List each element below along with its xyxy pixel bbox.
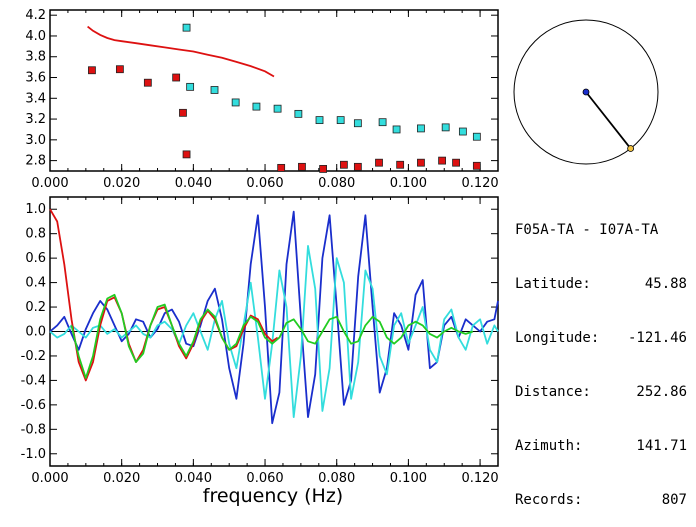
data-point-cyan <box>392 125 401 134</box>
x-tick-label: 0.080 <box>318 176 355 191</box>
correlation-plot: 0.000 0.020 0.040 0.060 0.080 0.100 0.120 -1.0 -… <box>21 196 499 486</box>
x-tick-label: 0.020 <box>103 176 140 191</box>
y-tick-label: 3.2 <box>25 112 46 127</box>
target-station-marker <box>627 145 635 152</box>
data-point-red <box>353 162 362 171</box>
info-row-longitude: Longitude: -121.46 <box>515 329 687 347</box>
data-point-red <box>472 161 481 170</box>
data-point-cyan <box>353 119 362 128</box>
y-tick-label: 0.2 <box>25 300 46 315</box>
x-tick-label: 0.080 <box>318 471 355 486</box>
data-point-red <box>339 160 348 169</box>
model-curve-red <box>87 25 275 78</box>
data-point-red <box>396 160 405 169</box>
data-point-cyan <box>441 123 450 132</box>
info-value: 807 <box>661 492 687 508</box>
info-row-distance: Distance: 252.86 <box>515 383 687 401</box>
x-tick-label: 0.040 <box>175 176 212 191</box>
station-pair-title: F05A-TA - I07A-TA <box>515 222 659 238</box>
data-point-cyan <box>378 118 387 127</box>
x-tick-label: 0.000 <box>31 176 68 191</box>
data-point-cyan <box>252 102 261 111</box>
y-tick-label: 0.4 <box>25 276 46 291</box>
origin-station-marker <box>582 88 590 96</box>
info-key: Azimuth: <box>515 438 583 454</box>
data-point-red <box>417 158 425 167</box>
azimuth-line <box>585 91 632 150</box>
data-point-red <box>438 156 446 165</box>
info-value: -121.46 <box>627 330 687 346</box>
info-value: 252.86 <box>636 384 687 400</box>
y-tick-label: 3.6 <box>25 71 46 86</box>
x-tick-label: 0.000 <box>31 471 68 486</box>
y-tick-label: 4.0 <box>25 29 46 44</box>
y-tick-label: 3.4 <box>25 91 46 106</box>
y-tick-label: 2.8 <box>25 154 46 169</box>
y-tick-label: -0.6 <box>21 398 46 413</box>
data-point-red <box>319 165 328 173</box>
y-tick-label: 3.0 <box>25 133 46 148</box>
x-tick-label: 0.060 <box>246 176 283 191</box>
data-point-cyan <box>273 104 282 113</box>
data-point-red <box>115 65 124 74</box>
data-point-red <box>88 66 96 75</box>
info-row-azimuth: Azimuth: 141.71 <box>515 437 687 455</box>
y-tick-label: 0.8 <box>25 227 46 242</box>
y-tick-label: -0.2 <box>21 349 46 364</box>
info-key: Distance: <box>515 384 591 400</box>
data-point-cyan <box>231 98 240 107</box>
info-key: Longitude: <box>515 330 600 346</box>
y-tick-label: -1.0 <box>21 447 46 462</box>
y-tick-label: 1.0 <box>25 202 46 217</box>
info-row-latitude: Latitude: 45.88 <box>515 275 687 293</box>
series-line-red <box>49 208 279 382</box>
data-point-red <box>182 150 191 159</box>
data-point-red <box>452 158 460 167</box>
y-tick-label: -0.8 <box>21 422 46 437</box>
y-tick-label: 4.2 <box>25 8 46 23</box>
azimuth-compass <box>513 19 659 165</box>
y-tick-label: 0.6 <box>25 251 46 266</box>
plot-frame <box>49 9 499 172</box>
info-key: Latitude: <box>515 276 591 292</box>
info-row-records: Records: 807 <box>515 491 687 509</box>
data-point-red <box>179 108 187 117</box>
data-point-cyan <box>186 82 195 91</box>
data-point-red <box>172 73 181 82</box>
y-tick-label: -0.4 <box>21 373 46 388</box>
data-point-red <box>375 158 383 167</box>
y-tick-label: 3.8 <box>25 50 46 65</box>
data-point-cyan <box>210 86 219 94</box>
x-tick-label: 0.100 <box>390 176 427 191</box>
data-point-red <box>143 78 152 87</box>
y-tick-label: 0.0 <box>25 325 46 340</box>
data-point-cyan <box>336 116 345 125</box>
station-info-panel: F05A-TA - I07A-TA Latitude: 45.88 Longit… <box>515 185 687 527</box>
x-tick-label: 0.100 <box>390 471 427 486</box>
x-tick-label: 0.060 <box>246 471 283 486</box>
data-point-cyan <box>458 127 467 136</box>
data-point-cyan <box>417 124 425 133</box>
x-tick-label: 0.120 <box>461 176 498 191</box>
compass-circle <box>513 19 659 165</box>
x-tick-label: 0.120 <box>461 471 498 486</box>
data-point-cyan <box>182 23 191 32</box>
x-tick-label: 0.020 <box>103 471 140 486</box>
info-value: 45.88 <box>644 276 687 292</box>
data-point-red <box>298 162 306 171</box>
data-point-cyan <box>294 109 303 118</box>
info-value: 141.71 <box>636 438 687 454</box>
data-point-red <box>277 163 286 172</box>
data-point-cyan <box>315 116 324 125</box>
info-key: Records: <box>515 492 583 508</box>
series-line-green <box>70 293 474 379</box>
dispersion-plot: 0.000 0.020 0.040 0.060 0.080 0.100 0.120 2.8 3.… <box>25 8 499 191</box>
x-tick-label: 0.040 <box>175 471 212 486</box>
x-axis-label: frequency (Hz) <box>203 485 343 507</box>
data-point-cyan <box>472 132 481 141</box>
